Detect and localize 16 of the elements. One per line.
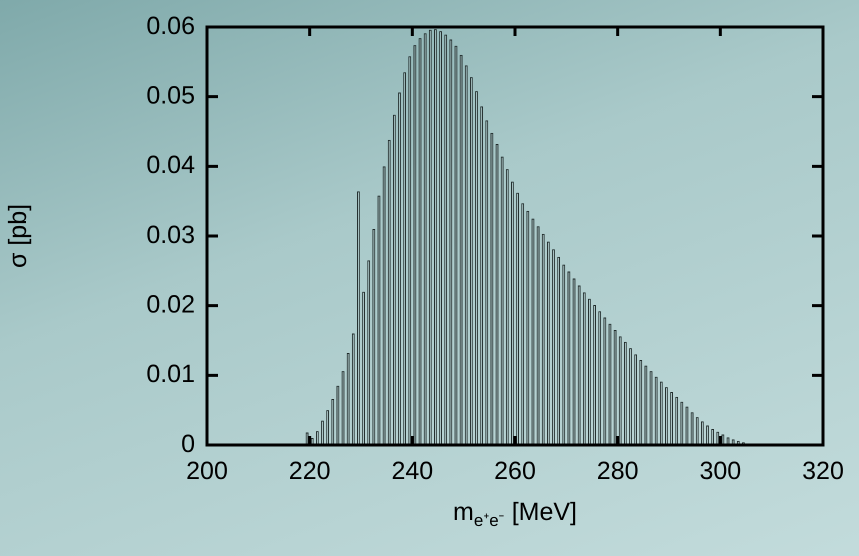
y-tick-label: 0.06 — [146, 12, 195, 40]
x-tick-label: 280 — [596, 456, 639, 485]
x-tick-label: 240 — [391, 456, 434, 485]
y-tick-label: 0.04 — [146, 151, 196, 180]
y-tick-label: 0.03 — [146, 220, 195, 249]
x-axis-title: m$_{e⁺e⁻}$ [MeV] — [452, 498, 578, 531]
x-tick-label: 320 — [802, 456, 844, 485]
x-tick-label: 220 — [288, 456, 331, 485]
y-tick-label: 0.05 — [146, 82, 195, 110]
x-tick-label: 260 — [494, 456, 536, 485]
y-axis-title: σ [pb] — [4, 204, 32, 268]
y-tick-label: 0 — [181, 430, 195, 458]
x-tick-label: 300 — [699, 456, 742, 485]
y-tick-label: 0.01 — [146, 360, 195, 388]
y-tick-label: 0.02 — [146, 290, 195, 319]
x-tick-label: 200 — [186, 456, 228, 485]
